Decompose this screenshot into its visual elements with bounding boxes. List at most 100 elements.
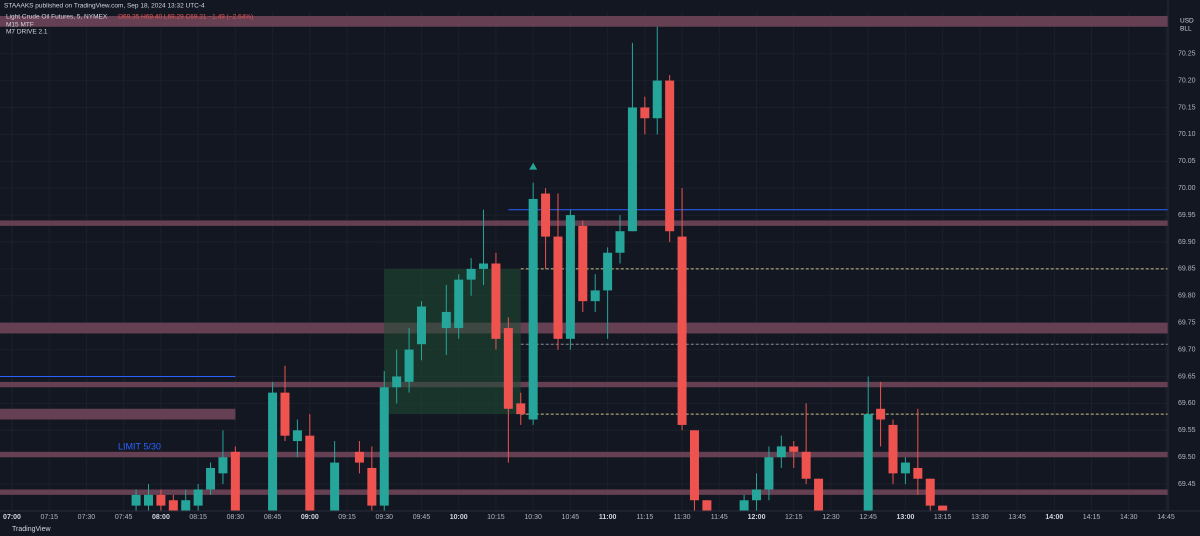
candle-body	[876, 408, 886, 420]
candle-body	[764, 457, 774, 490]
candle-body	[280, 392, 290, 436]
candle-body	[665, 80, 675, 232]
candle-body	[479, 263, 489, 269]
zone	[0, 408, 236, 420]
candle-body	[627, 107, 637, 232]
candle-body	[677, 236, 687, 425]
candle-body	[193, 489, 203, 506]
x-tick-label: 10:30	[524, 514, 542, 521]
candle-body	[305, 435, 315, 511]
x-tick-label: 14:30	[1120, 514, 1138, 521]
indicator: M7 DRIVE 2.1	[6, 29, 48, 36]
x-tick-label: 07:30	[78, 514, 96, 521]
y-tick-label: 69.75	[1178, 320, 1196, 327]
candle-body	[776, 446, 786, 458]
x-tick-label: 12:15	[785, 514, 803, 521]
candle-body	[689, 430, 699, 501]
x-tick-label: 09:45	[413, 514, 431, 521]
x-tick-label: 14:00	[1045, 514, 1063, 521]
candle-body	[925, 478, 935, 506]
x-tick-label: 11:30	[674, 514, 691, 521]
candle-body	[603, 252, 613, 291]
candle-body	[615, 231, 625, 253]
y-tick-label: 69.60	[1178, 400, 1196, 407]
candle-body	[292, 430, 302, 442]
candle-body	[230, 451, 240, 511]
y-tick-label: 69.55	[1178, 427, 1196, 434]
candle-body	[503, 328, 513, 409]
currency: USD	[1180, 18, 1194, 25]
candle-body	[143, 494, 153, 506]
ohlc: O69.35 H69.40 L69.29 C69.31 −1.49 (−2.64…	[118, 14, 253, 21]
candle-body	[863, 414, 873, 511]
zone	[0, 451, 1168, 458]
x-tick-label: 07:00	[3, 514, 21, 521]
candle-body	[454, 279, 464, 329]
candle-body	[491, 263, 501, 339]
plot-area	[0, 16, 1168, 511]
candle-body	[578, 225, 588, 302]
candle-body	[913, 467, 923, 479]
footer: TradingView	[12, 526, 51, 533]
x-tick-label: 07:45	[115, 514, 133, 521]
candle-body	[367, 467, 377, 506]
candle-body	[789, 446, 799, 452]
candle-body	[404, 349, 414, 382]
x-tick-label: 07:15	[40, 514, 58, 521]
x-tick-label: 12:30	[822, 514, 840, 521]
x-tick-label: 12:45	[859, 514, 877, 521]
candle-body	[590, 290, 600, 302]
candle-body	[739, 500, 749, 511]
x-tick-label: 13:15	[934, 514, 952, 521]
x-tick-label: 13:00	[896, 514, 914, 521]
x-tick-label: 08:15	[189, 514, 207, 521]
x-tick-label: 14:45	[1157, 514, 1175, 521]
y-tick-label: 69.95	[1178, 212, 1196, 219]
signal-marker	[529, 162, 538, 170]
zone	[0, 322, 1168, 334]
candle-body	[392, 376, 402, 388]
x-tick-label: 09:30	[375, 514, 393, 521]
y-tick-label: 69.70	[1178, 346, 1196, 353]
y-tick-label: 69.50	[1178, 454, 1196, 461]
publisher: STAAAKS published on TradingView.com, Se…	[4, 3, 205, 10]
candle-body	[268, 392, 278, 511]
candle-body	[528, 198, 538, 420]
candle-body	[938, 505, 948, 511]
x-tick-label: 09:00	[301, 514, 319, 521]
candle-body	[379, 387, 389, 506]
x-tick-label: 11:00	[599, 514, 617, 521]
zone	[0, 489, 1168, 495]
candle-body	[900, 462, 910, 474]
x-tick-label: 11:45	[711, 514, 728, 521]
x-tick-label: 10:15	[487, 514, 505, 521]
candle-body	[354, 451, 364, 463]
candle-body	[702, 500, 712, 511]
x-tick-label: 08:45	[264, 514, 282, 521]
candle-body	[652, 80, 662, 119]
y-tick-label: 70.00	[1178, 185, 1196, 192]
candle-body	[814, 478, 824, 511]
y-tick-label: 70.10	[1178, 131, 1196, 138]
candle-body	[181, 500, 191, 511]
candle-body	[466, 268, 476, 280]
y-tick-label: 70.15	[1178, 104, 1196, 111]
candle-body	[752, 489, 762, 501]
zone	[0, 220, 1168, 226]
candle-body	[565, 215, 575, 339]
x-tick-label: 11:15	[636, 514, 653, 521]
y-tick-label: 69.85	[1178, 266, 1196, 273]
y-tick-label: 70.05	[1178, 158, 1196, 165]
candle-body	[206, 467, 216, 490]
y-tick-label: 69.65	[1178, 373, 1196, 380]
symbol: Light Crude Oil Futures, 5, NYMEX	[6, 14, 108, 21]
indicator: M15 MTF	[6, 22, 34, 29]
candle-body	[516, 403, 526, 415]
x-tick-label: 08:00	[152, 514, 170, 521]
candle-body	[218, 457, 228, 474]
x-tick-label: 09:15	[338, 514, 356, 521]
x-tick-label: 10:45	[562, 514, 580, 521]
candle-body	[416, 306, 426, 345]
